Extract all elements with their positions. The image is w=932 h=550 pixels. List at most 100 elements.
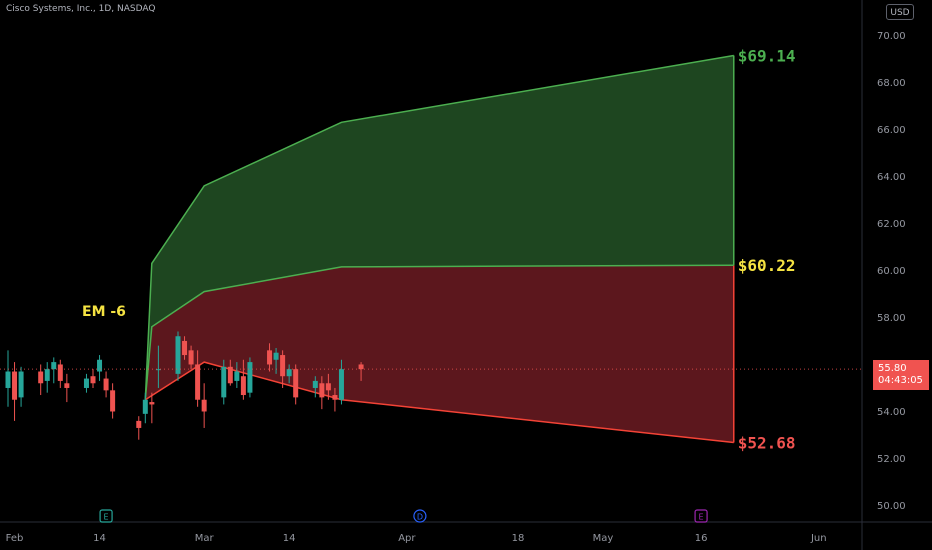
- dividend-marker-shape: [413, 509, 427, 523]
- candle: [247, 357, 253, 398]
- upper-band-area: [145, 55, 734, 400]
- candle-body: [155, 369, 161, 371]
- time-tick-label: Mar: [195, 533, 215, 544]
- time-tick-label: 16: [695, 533, 708, 544]
- price-tick-label: 60.00: [877, 266, 906, 277]
- candle: [293, 364, 299, 405]
- time-tick-label: 14: [93, 533, 106, 544]
- event-marker-dividend[interactable]: D: [413, 509, 427, 523]
- candle-body: [332, 395, 338, 400]
- candle: [358, 362, 364, 381]
- candle: [136, 416, 142, 440]
- candle: [338, 359, 344, 405]
- candle-body: [38, 371, 44, 384]
- time-tick-label: Apr: [398, 533, 416, 544]
- price-axis: 50.0052.0054.0056.0058.0060.0062.0064.00…: [861, 0, 906, 550]
- candle: [57, 359, 63, 388]
- candle-body: [5, 371, 11, 388]
- event-marker-label: D: [417, 513, 423, 522]
- candle-body: [12, 371, 18, 400]
- candle: [221, 359, 227, 405]
- earnings-marker-shape: [99, 509, 113, 523]
- candle-body: [182, 340, 188, 356]
- candle: [182, 336, 188, 360]
- candle-body: [280, 355, 286, 377]
- candle-body: [142, 399, 148, 414]
- candle: [12, 362, 18, 421]
- time-tick-label: 18: [512, 533, 525, 544]
- level-label-mid: $60.22: [738, 256, 796, 275]
- candle: [227, 359, 233, 386]
- upper-band-top-line: [144, 54, 734, 400]
- price-tick-label: 64.00: [877, 172, 906, 183]
- candle: [312, 376, 318, 398]
- time-tick-label: May: [593, 533, 614, 544]
- candle: [280, 350, 286, 388]
- price-tick-label: 68.00: [877, 78, 906, 89]
- candle-body: [188, 350, 194, 365]
- candle: [142, 392, 148, 424]
- candle-body: [149, 402, 155, 405]
- level-label-low: $52.68: [738, 434, 796, 453]
- candle: [175, 331, 181, 381]
- chart-overlay: $69.14 $60.22 $52.68 EM -6: [0, 46, 862, 453]
- candle-body: [175, 336, 181, 374]
- candle-body: [97, 359, 103, 372]
- candle: [195, 350, 201, 407]
- price-tick-label: 50.00: [877, 501, 906, 512]
- candle: [51, 357, 57, 384]
- price-tick-label: 70.00: [877, 31, 906, 42]
- candle-body: [136, 420, 142, 428]
- candle-body: [51, 362, 57, 370]
- candle: [234, 362, 240, 388]
- upper-band-bottom-line: [144, 264, 734, 400]
- candlestick-series: [5, 331, 364, 440]
- candle-body: [90, 376, 96, 384]
- earnings-marker-shape: [694, 509, 708, 523]
- candle: [103, 371, 109, 398]
- candle-body: [201, 399, 207, 412]
- candle: [110, 383, 116, 419]
- price-tick-label: 54.00: [877, 407, 906, 418]
- candle: [5, 350, 11, 407]
- price-tick-label: 52.00: [877, 454, 906, 465]
- candle: [201, 383, 207, 428]
- event-marker-earnings[interactable]: E: [99, 509, 113, 523]
- price-tick-label: 66.00: [877, 125, 906, 136]
- candle: [90, 369, 96, 388]
- currency-button[interactable]: USD: [886, 4, 914, 20]
- bar-countdown: 04:43:05: [878, 375, 923, 386]
- candle: [286, 364, 292, 384]
- event-marker-label: E: [699, 513, 704, 522]
- candle: [267, 343, 273, 372]
- candle-body: [64, 383, 70, 388]
- event-marker-earnings[interactable]: E: [694, 509, 708, 523]
- lower-band-area: [145, 265, 734, 443]
- candle-body: [293, 369, 299, 398]
- candle: [155, 345, 161, 388]
- candle-body: [195, 364, 201, 400]
- candle: [44, 362, 50, 393]
- candle: [64, 373, 70, 403]
- candle-body: [110, 390, 116, 412]
- time-tick-label: Jun: [810, 533, 827, 544]
- price-tick-label: 62.00: [877, 219, 906, 230]
- expected-move-bands: [144, 54, 735, 444]
- candle-body: [18, 371, 24, 398]
- candle: [18, 366, 24, 407]
- candle-body: [234, 371, 240, 381]
- candle-body: [358, 364, 364, 370]
- candle-body: [57, 364, 63, 381]
- symbol-title: Cisco Systems, Inc., 1D, NASDAQ: [6, 4, 156, 14]
- candle-body: [325, 383, 331, 391]
- candle-body: [338, 369, 344, 400]
- last-price-value: 55.80: [878, 363, 907, 374]
- candle-body: [312, 380, 318, 388]
- price-tick-label: 58.00: [877, 313, 906, 324]
- candle-body: [227, 366, 233, 384]
- candle: [319, 376, 325, 410]
- event-marker-label: E: [104, 513, 109, 522]
- candle: [240, 359, 246, 400]
- candle-body: [267, 350, 273, 365]
